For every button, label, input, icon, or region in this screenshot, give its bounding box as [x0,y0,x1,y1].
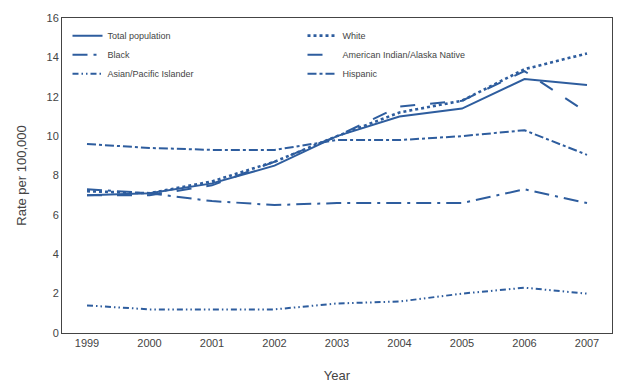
svg-text:American Indian/Alaska Native: American Indian/Alaska Native [343,50,466,60]
svg-text:10: 10 [47,130,59,142]
svg-text:2000: 2000 [137,337,161,349]
svg-text:2002: 2002 [262,337,286,349]
svg-text:0: 0 [53,327,59,339]
svg-text:2006: 2006 [512,337,536,349]
svg-text:2005: 2005 [450,337,474,349]
svg-text:2003: 2003 [325,337,349,349]
svg-text:16: 16 [47,12,59,24]
svg-text:6: 6 [53,209,59,221]
svg-text:1999: 1999 [75,337,99,349]
svg-text:8: 8 [53,169,59,181]
svg-text:2007: 2007 [575,337,599,349]
svg-text:Black: Black [108,50,131,60]
svg-text:12: 12 [47,91,59,103]
svg-text:Total population: Total population [108,31,171,41]
svg-text:Year: Year [324,368,351,383]
svg-text:White: White [343,31,366,41]
svg-text:2004: 2004 [387,337,411,349]
svg-text:14: 14 [47,51,59,63]
svg-text:4: 4 [53,248,59,260]
svg-text:Hispanic: Hispanic [343,69,378,79]
svg-text:2001: 2001 [200,337,224,349]
svg-text:Asian/Pacific Islander: Asian/Pacific Islander [108,69,194,79]
svg-text:Rate per 100,000: Rate per 100,000 [14,125,29,225]
svg-text:2: 2 [53,287,59,299]
